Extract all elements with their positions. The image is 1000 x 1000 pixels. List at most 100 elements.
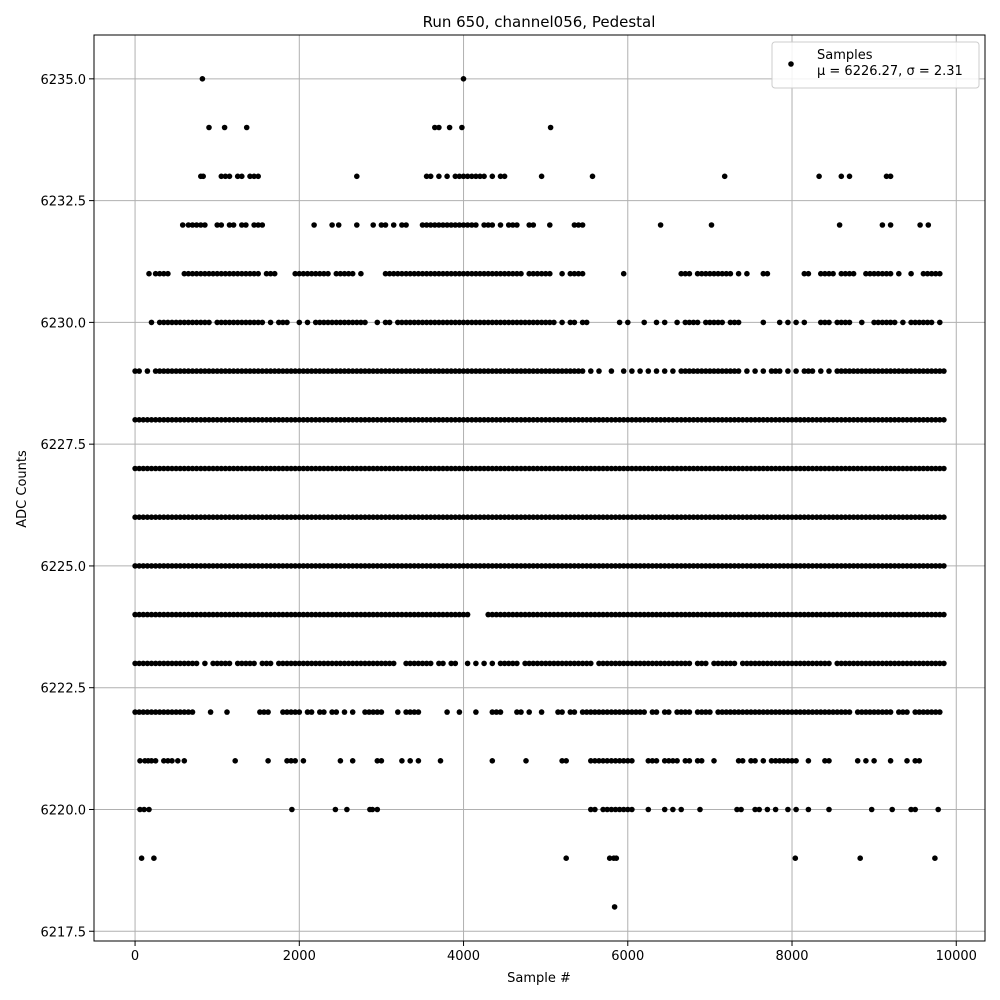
data-point <box>809 368 816 374</box>
data-point <box>181 709 188 715</box>
data-point <box>703 319 709 326</box>
data-point <box>822 417 828 423</box>
data-point <box>538 368 545 374</box>
data-point <box>181 611 188 618</box>
data-point <box>908 611 914 618</box>
data-point <box>407 611 414 618</box>
data-point <box>596 563 602 569</box>
data-point <box>349 465 356 472</box>
data-point <box>152 709 159 715</box>
data-point <box>604 465 610 472</box>
data-point <box>514 660 520 667</box>
data-point <box>161 270 167 277</box>
data-point <box>538 709 545 715</box>
data-point <box>518 514 524 520</box>
data-point <box>460 270 467 277</box>
data-point <box>284 563 290 569</box>
data-point <box>370 222 377 228</box>
data-point <box>789 514 795 520</box>
data-point <box>559 319 565 326</box>
data-point <box>464 270 471 277</box>
data-point <box>854 368 861 374</box>
data-point <box>891 465 898 472</box>
data-point <box>386 270 393 277</box>
data-point <box>649 465 656 472</box>
data-point <box>140 465 147 472</box>
data-point <box>370 514 377 520</box>
data-point <box>267 368 274 374</box>
data-point <box>349 660 356 667</box>
data-point <box>456 270 463 277</box>
data-point <box>202 465 208 472</box>
data-point <box>407 270 414 277</box>
data-point <box>325 660 331 667</box>
data-point <box>792 855 799 861</box>
data-point <box>559 465 565 472</box>
data-point <box>152 514 159 520</box>
data-point <box>193 368 200 374</box>
data-point <box>329 319 335 326</box>
data-point <box>446 124 453 131</box>
data-point <box>232 758 238 764</box>
data-point <box>678 417 684 423</box>
data-point <box>723 660 730 667</box>
data-point <box>198 319 204 326</box>
data-point <box>805 758 812 764</box>
data-point <box>785 806 791 813</box>
data-point <box>563 514 569 520</box>
data-point <box>456 611 463 618</box>
data-point <box>198 514 204 520</box>
data-point <box>312 319 319 326</box>
data-point <box>341 660 348 667</box>
data-point <box>805 270 812 277</box>
data-point <box>551 563 557 569</box>
data-point <box>239 611 245 618</box>
data-point <box>760 319 767 326</box>
data-point <box>325 563 331 569</box>
data-point <box>239 514 245 520</box>
data-point <box>867 660 873 667</box>
data-point <box>436 611 442 618</box>
data-point <box>464 563 471 569</box>
data-point <box>444 563 450 569</box>
data-point <box>768 758 775 764</box>
data-point <box>378 758 385 764</box>
data-point <box>312 514 319 520</box>
data-point <box>871 368 877 374</box>
data-point <box>311 222 317 228</box>
data-point <box>920 417 927 423</box>
data-point <box>329 465 335 472</box>
data-point <box>493 270 500 277</box>
data-point <box>935 806 941 813</box>
data-point <box>555 660 561 667</box>
data-point <box>739 417 746 423</box>
data-point <box>427 270 434 277</box>
data-point <box>616 758 623 764</box>
data-point <box>505 660 512 667</box>
y-tick-label: 6220.0 <box>41 803 87 818</box>
data-point <box>818 563 824 569</box>
data-point <box>415 709 422 715</box>
data-point <box>263 514 270 520</box>
data-point <box>226 660 233 667</box>
data-point <box>501 611 508 618</box>
data-point <box>169 611 175 618</box>
data-point <box>243 611 249 618</box>
data-point <box>830 563 836 569</box>
data-point <box>165 758 171 764</box>
data-point <box>267 660 274 667</box>
data-point <box>822 270 828 277</box>
data-point <box>629 660 635 667</box>
data-point <box>748 465 754 472</box>
data-point <box>288 368 294 374</box>
data-point <box>423 173 430 180</box>
data-point <box>349 319 356 326</box>
data-point <box>547 514 553 520</box>
data-point <box>694 270 701 277</box>
data-point <box>629 611 635 618</box>
data-point <box>423 368 430 374</box>
data-point <box>912 660 918 667</box>
data-point <box>596 758 602 764</box>
data-point <box>900 563 906 569</box>
data-point <box>633 611 639 618</box>
